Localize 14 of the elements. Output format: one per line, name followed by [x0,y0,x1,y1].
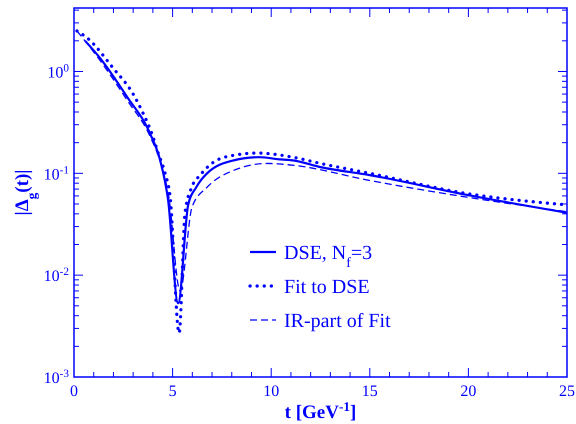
y-tick-label: 10$^{-3}$ [44,368,70,387]
legend-label: Fit to DSE [284,276,370,298]
x-tick-label: 25 [559,383,575,400]
legend-label: IR-part of Fit [284,310,392,332]
y-tick-label: 10$^{-2}$ [44,266,69,286]
x-tick-label: 5 [168,383,177,400]
legend-label: DSE, N$_{f}$=3 [284,242,372,270]
x-axis-title: t [GeV$^{-1}$] [284,398,356,423]
x-tick-label: 20 [460,383,476,400]
y-tick-label: 10$^{-1}$ [44,164,69,184]
x-tick-label: 10 [263,383,280,400]
y-tick-label: 10$^{0}$ [47,62,70,82]
x-tick-label: 0 [70,383,78,400]
x-tick-label: 15 [362,383,378,400]
